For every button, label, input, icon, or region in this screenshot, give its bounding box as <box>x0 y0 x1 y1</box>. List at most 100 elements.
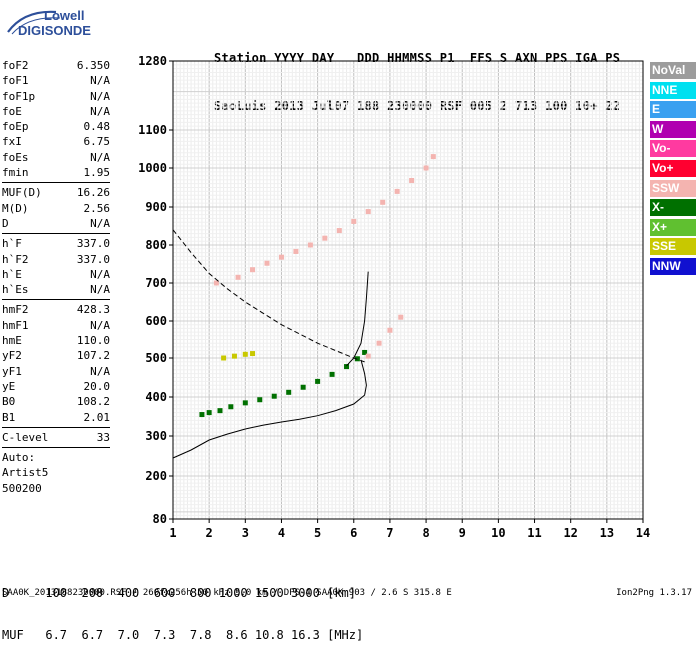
param-value: N/A <box>90 150 110 164</box>
echo-point <box>362 349 368 355</box>
d-row: D 100 200 400 600 800 1000 1500 3000 [km… <box>2 586 357 600</box>
param-row: h`F 337.0 <box>2 236 110 251</box>
x-tick-label: 1 <box>169 526 176 540</box>
echo-point <box>271 393 277 399</box>
param-row: yF1 N/A <box>2 364 110 379</box>
param-separator <box>2 233 110 235</box>
x-tick-label: 3 <box>242 526 249 540</box>
param-row: foEp 0.48 <box>2 119 110 134</box>
param-name: h`Es <box>2 283 29 297</box>
param-name: MUF(D) <box>2 186 42 200</box>
param-name: fxI <box>2 135 22 149</box>
param-name: hmE <box>2 334 22 348</box>
echo-point <box>221 355 227 361</box>
dashed-curve <box>172 229 365 363</box>
echo-point <box>206 410 212 416</box>
echo-point <box>235 274 241 280</box>
echo-point <box>228 404 234 410</box>
param-value: 2.01 <box>83 410 111 424</box>
version-label: Ion2Png 1.3.17 <box>616 588 692 598</box>
param-name: B1 <box>2 410 16 424</box>
echo-point <box>242 351 248 357</box>
echo-point <box>257 397 263 403</box>
legend-item: X- <box>650 199 696 217</box>
echo-point <box>351 218 357 224</box>
echo-point <box>365 353 371 359</box>
param-row: fxI 6.75 <box>2 134 110 149</box>
param-row: foF2 6.350 <box>2 58 110 73</box>
param-row: foE N/A <box>2 104 110 119</box>
echo-point <box>264 260 270 266</box>
muf-row: MUF 6.7 6.7 7.0 7.3 7.8 8.6 10.8 16.3 [M… <box>2 628 364 642</box>
y-tick-label: 900 <box>145 200 167 214</box>
echo-point <box>278 254 284 260</box>
echo-point <box>217 408 223 414</box>
param-value: 20.0 <box>83 379 111 393</box>
param-value: 2.56 <box>83 201 111 215</box>
echo-point <box>387 327 393 333</box>
param-row: M(D) 2.56 <box>2 201 110 216</box>
param-name: h`F <box>2 237 22 251</box>
auto-line: 500200 <box>2 481 42 495</box>
param-name: foF1 <box>2 74 29 88</box>
param-value: N/A <box>90 216 110 230</box>
param-name: hmF2 <box>2 303 29 317</box>
param-separator <box>2 182 110 184</box>
param-row: h`E N/A <box>2 267 110 282</box>
legend-item: E <box>650 101 696 119</box>
param-name: h`E <box>2 267 22 281</box>
param-value: N/A <box>90 89 110 103</box>
echo-point <box>199 412 205 418</box>
x-tick-label: 12 <box>563 526 577 540</box>
param-value: N/A <box>90 364 110 378</box>
param-row: MUF(D) 16.26 <box>2 185 110 200</box>
param-separator <box>2 299 110 301</box>
param-name: yE <box>2 379 16 393</box>
param-value: 16.26 <box>76 186 110 200</box>
param-row: foF1 N/A <box>2 73 110 88</box>
y-tick-label: 800 <box>145 238 167 252</box>
param-separator <box>2 447 110 449</box>
param-name: C-level <box>2 430 49 444</box>
echo-point <box>398 314 404 320</box>
param-name: foEs <box>2 150 29 164</box>
param-value: 108.2 <box>76 395 110 409</box>
legend-item: SSW <box>650 179 696 197</box>
param-row: yF2 107.2 <box>2 348 110 363</box>
y-tick-label: 200 <box>145 469 167 483</box>
legend-item: NoVal <box>650 62 696 79</box>
y-tick-label: 80 <box>153 512 167 526</box>
echo-point <box>242 400 248 406</box>
param-value: 107.2 <box>76 349 110 363</box>
param-name: B0 <box>2 395 16 409</box>
lowell-digisonde-logo: Lowell DIGISONDE <box>4 6 144 46</box>
echo-point <box>336 228 342 234</box>
y-tick-label: 400 <box>145 390 167 404</box>
profile-curve <box>172 359 367 459</box>
d-muf-table: D 100 200 400 600 800 1000 1500 3000 [km… <box>2 558 363 656</box>
x-tick-label: 7 <box>386 526 393 540</box>
param-value: N/A <box>90 318 110 332</box>
echo-point <box>250 267 256 273</box>
param-row: fmin 1.95 <box>2 165 110 180</box>
param-row: hmE 110.0 <box>2 333 110 348</box>
ionogram-chart: 80 200 300 400 500 600 700 800 900 1000 1100 1280 1… <box>138 54 650 540</box>
param-value: 337.0 <box>76 237 110 251</box>
x-tick-label: 5 <box>314 526 321 540</box>
echo-point <box>423 165 429 171</box>
chart-marks <box>199 154 436 418</box>
y-tick-label: 600 <box>145 314 167 328</box>
echo-point <box>307 242 313 248</box>
param-row: h`F2 337.0 <box>2 252 110 267</box>
param-row: hmF2 428.3 <box>2 302 110 317</box>
echo-point <box>430 154 436 160</box>
auto-line: Artist5 <box>2 466 49 480</box>
param-value: N/A <box>90 283 110 297</box>
x-tick-label: 2 <box>206 526 213 540</box>
param-name: fmin <box>2 166 29 180</box>
legend-item: Vo+ <box>650 159 696 177</box>
param-name: h`F2 <box>2 252 29 266</box>
legend-item: SSE <box>650 238 696 256</box>
echo-point <box>365 209 371 215</box>
echo-point <box>344 364 350 370</box>
